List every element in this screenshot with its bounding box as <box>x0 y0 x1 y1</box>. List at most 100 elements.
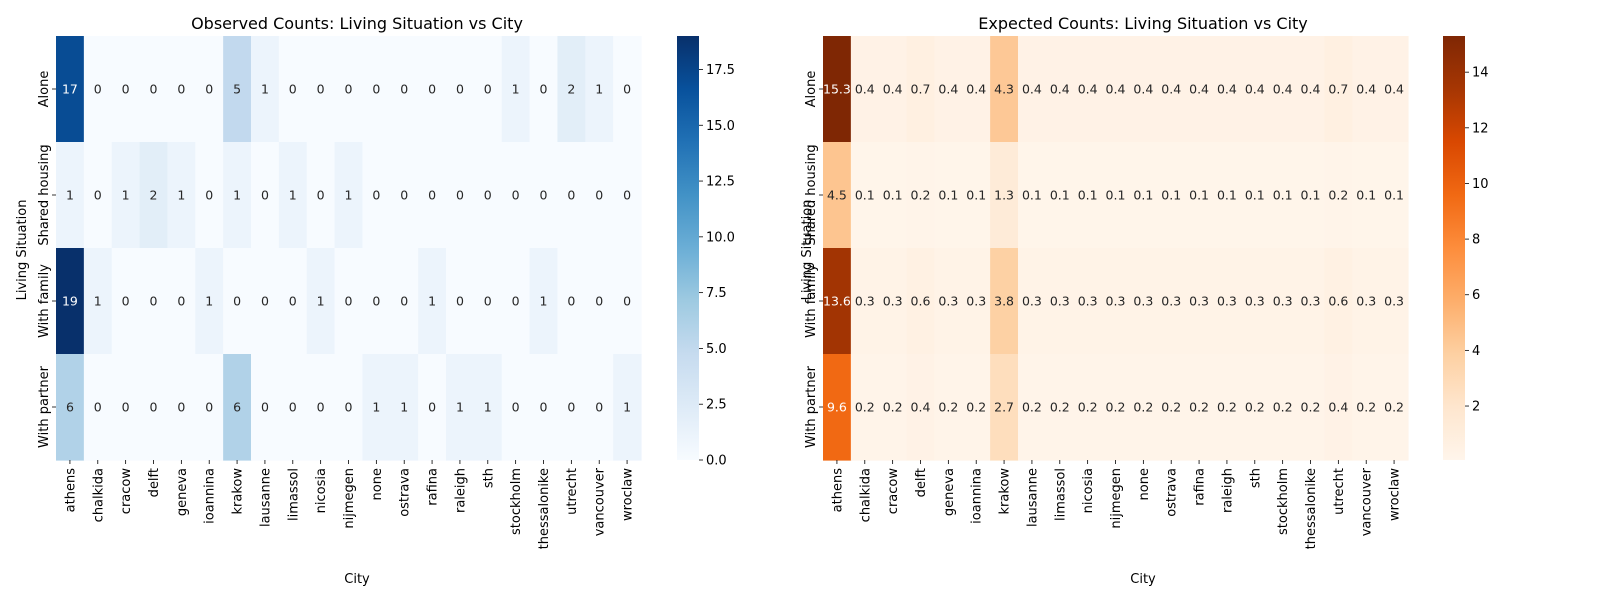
cell-value-label: 0.2 <box>1078 400 1098 415</box>
cell-value-label: 0 <box>484 82 492 97</box>
x-tick-label: athens <box>830 468 845 513</box>
heatmap-cell <box>934 354 963 461</box>
cell-value-label: 6 <box>66 400 74 415</box>
observed-x-tick-labels: athens chalkida cracow delft geneva ioannina k… <box>63 460 636 549</box>
cell-value-label: 1 <box>94 294 102 309</box>
heatmap-cell <box>111 354 141 461</box>
cell-value-label: 0.1 <box>1301 188 1321 203</box>
cell-value-label: 0.1 <box>1273 188 1293 203</box>
cell-value-label: 0.1 <box>1078 188 1098 203</box>
cell-value-label: 0.1 <box>1133 188 1153 203</box>
cell-value-label: 0 <box>122 294 130 309</box>
cell-value-label: 1 <box>595 82 603 97</box>
observed-y-axis-label: Living Situation <box>15 200 30 301</box>
x-tick-label: sth <box>481 468 496 488</box>
y-tick-label: Shared housing <box>37 144 52 245</box>
cell-value-label: 5 <box>233 82 241 97</box>
heatmap-cell <box>1101 36 1131 143</box>
heatmap-cell <box>529 248 559 355</box>
heatmap-cell <box>906 354 936 461</box>
expected-y-axis-label: Living Situation <box>800 200 815 301</box>
cell-value-label: 4.5 <box>827 188 847 203</box>
cell-value-label: 0 <box>345 294 353 309</box>
x-tick-label: wroclaw <box>1388 468 1403 521</box>
cell-value-label: 1 <box>233 188 241 203</box>
cell-value-label: 0 <box>94 82 102 97</box>
cell-value-label: 19 <box>62 294 78 309</box>
cell-value-label: 0.4 <box>1217 82 1237 97</box>
heatmap-cell <box>529 354 559 461</box>
cell-value-label: 0.4 <box>1328 400 1348 415</box>
cell-value-label: 0.3 <box>1078 294 1098 309</box>
heatmap-cell <box>1324 248 1353 355</box>
cell-value-label: 0 <box>261 188 269 203</box>
y-tick-label: With partner <box>804 365 819 448</box>
cell-value-label: 0.3 <box>1161 294 1181 309</box>
cell-value-label: 0.2 <box>1106 400 1126 415</box>
x-tick-label: ostrava <box>1165 468 1180 517</box>
cell-value-label: 0.3 <box>938 294 958 309</box>
observed-heatmap-panel: Observed Counts: Living Situation vs Cit… <box>15 14 735 587</box>
x-tick-label: vancouver <box>1360 467 1375 536</box>
colorbar-tick-label: 15.0 <box>706 119 735 134</box>
heatmap-cell <box>362 36 391 143</box>
x-tick-label: stockholm <box>509 468 524 535</box>
heatmap-cell <box>585 36 614 143</box>
heatmap-cell <box>1101 248 1131 355</box>
cell-value-label: 1 <box>122 188 130 203</box>
cell-value-label: 0 <box>150 294 158 309</box>
y-tick-label: With family <box>37 264 52 338</box>
heatmap-cell <box>362 248 391 355</box>
colorbar-tick-label: 8 <box>1472 233 1480 248</box>
heatmap-cell <box>1213 36 1242 143</box>
x-tick-label: nicosia <box>1081 468 1096 513</box>
expected-chart-title: Expected Counts: Living Situation vs Cit… <box>978 14 1308 33</box>
heatmap-cell <box>56 36 85 143</box>
cell-value-label: 0 <box>428 188 436 203</box>
heatmap-cell <box>990 354 1019 461</box>
heatmap-cell <box>990 142 1019 249</box>
cell-value-label: 0 <box>540 188 548 203</box>
heatmap-cell <box>251 354 280 461</box>
cell-value-label: 1 <box>66 188 74 203</box>
x-tick-label: geneva <box>175 468 190 516</box>
observed-x-axis-label: City <box>344 572 370 587</box>
heatmap-cell <box>334 248 364 355</box>
heatmap-cell <box>1101 354 1131 461</box>
cell-value-label: 0.1 <box>1217 188 1237 203</box>
cell-value-label: 0.1 <box>855 188 875 203</box>
heatmap-cell <box>1129 36 1158 143</box>
cell-value-label: 0.3 <box>1273 294 1293 309</box>
heatmap-cell <box>613 142 642 249</box>
cell-value-label: 0 <box>122 82 130 97</box>
heatmap-cell <box>501 354 531 461</box>
cell-value-label: 0 <box>122 400 130 415</box>
cell-value-label: 0.1 <box>883 188 903 203</box>
heatmap-cell <box>111 248 141 355</box>
cell-value-label: 0.4 <box>1078 82 1098 97</box>
heatmap-cell <box>306 354 336 461</box>
cell-value-label: 0 <box>595 294 603 309</box>
heatmap-cell <box>990 36 1019 143</box>
cell-value-label: 0 <box>623 82 631 97</box>
x-tick-label: raleigh <box>453 468 468 513</box>
heatmap-cell <box>167 36 196 143</box>
heatmap-cell <box>390 36 419 143</box>
cell-value-label: 0 <box>456 294 464 309</box>
heatmap-cell <box>223 142 252 249</box>
cell-value-label: 0 <box>567 188 575 203</box>
heatmap-cell <box>850 248 880 355</box>
colorbar-tick-label: 2.5 <box>706 398 727 413</box>
cell-value-label: 0.4 <box>911 400 931 415</box>
cell-value-label: 0.4 <box>1301 82 1321 97</box>
cell-value-label: 0.3 <box>1217 294 1237 309</box>
heatmap-cell <box>934 248 963 355</box>
cell-value-label: 0 <box>372 188 380 203</box>
x-tick-label: rafina <box>426 468 441 506</box>
cell-value-label: 15.3 <box>823 82 851 97</box>
observed-y-tick-labels: Alone Shared housing With family With partn… <box>37 71 56 448</box>
colorbar-gradient <box>677 36 699 460</box>
colorbar-tick-label: 10 <box>1472 177 1489 192</box>
x-tick-label: rafina <box>1193 468 1208 506</box>
cell-value-label: 0.4 <box>966 82 986 97</box>
